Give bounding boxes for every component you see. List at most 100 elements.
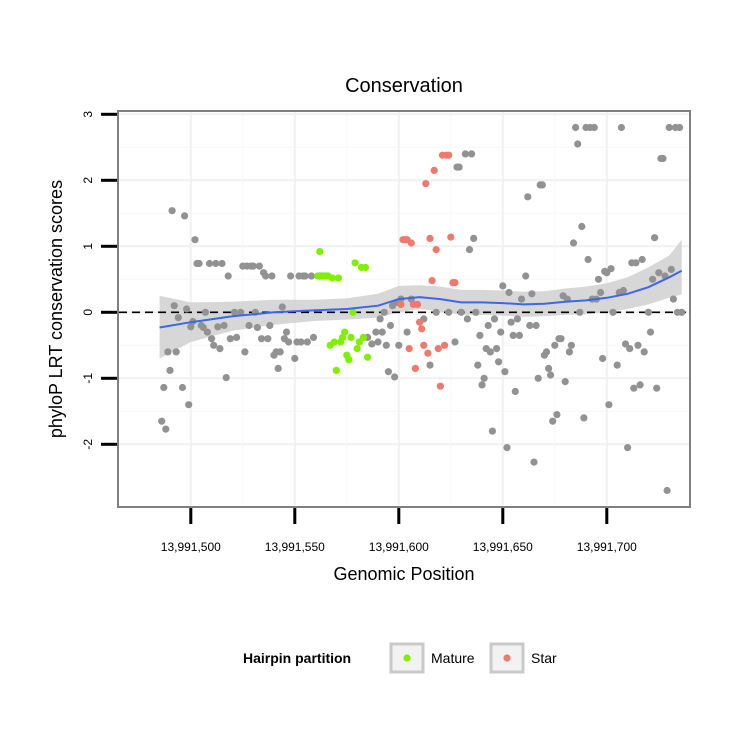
point-other <box>478 381 486 389</box>
point-other <box>172 348 180 356</box>
point-other <box>676 123 684 132</box>
point-other <box>567 341 576 349</box>
point-other <box>474 361 482 369</box>
point-other <box>486 348 494 356</box>
legend-title: Hairpin partition <box>243 650 351 666</box>
point-other <box>178 383 187 392</box>
point-other <box>278 303 286 311</box>
point-mature <box>361 263 370 271</box>
point-mature <box>355 338 363 346</box>
point-other <box>503 444 511 452</box>
point-other <box>432 308 440 316</box>
point-mature <box>359 333 367 341</box>
point-star <box>447 233 455 241</box>
point-other <box>195 259 203 268</box>
point-other <box>307 272 315 280</box>
point-other <box>395 341 403 349</box>
point-other <box>511 387 519 396</box>
point-star <box>434 345 442 353</box>
scatter-points <box>158 123 686 495</box>
point-other <box>257 335 266 343</box>
point-other <box>574 140 582 148</box>
point-other <box>386 321 395 330</box>
point-other <box>551 341 559 349</box>
point-other <box>576 308 584 316</box>
point-other <box>484 321 492 330</box>
point-other <box>378 328 386 336</box>
point-other <box>174 314 182 322</box>
point-star <box>436 382 444 390</box>
point-other <box>158 417 166 425</box>
point-other <box>513 315 522 323</box>
legend-dot-mature <box>403 654 411 662</box>
point-other <box>476 331 484 339</box>
legend: Hairpin partition Mature Star <box>243 642 557 674</box>
point-other <box>634 341 642 349</box>
y-tick-label: 1 <box>81 243 95 250</box>
point-other <box>380 308 388 316</box>
point-other <box>384 368 392 376</box>
point-star <box>420 341 428 349</box>
point-star <box>413 300 422 308</box>
point-other <box>241 348 249 356</box>
point-mature <box>364 353 372 361</box>
point-other <box>218 259 226 268</box>
point-star <box>430 166 438 174</box>
point-other <box>501 368 509 376</box>
x-tick-label: 13,991,500 <box>161 540 221 554</box>
point-other <box>455 163 463 171</box>
point-other <box>495 358 503 366</box>
point-other <box>214 323 222 331</box>
point-other <box>168 207 176 215</box>
point-star <box>441 341 449 349</box>
smooth-line-group <box>159 269 683 329</box>
point-other <box>162 425 170 433</box>
point-other <box>557 335 565 343</box>
legend-label-star: Star <box>531 650 557 666</box>
point-mature <box>341 328 349 336</box>
point-other <box>468 150 476 158</box>
point-other <box>490 315 499 323</box>
legend-dot-star <box>503 654 511 662</box>
point-other <box>255 262 263 270</box>
point-other <box>220 321 228 330</box>
point-other <box>262 272 270 280</box>
point-star <box>426 234 434 242</box>
x-tick-label: 13,991,600 <box>369 540 429 554</box>
point-other <box>515 331 524 339</box>
point-other <box>584 255 592 264</box>
point-other <box>646 328 655 336</box>
point-other <box>463 315 471 323</box>
point-other <box>609 308 617 316</box>
point-mature <box>332 366 340 374</box>
point-other <box>624 444 632 452</box>
point-other <box>663 486 671 495</box>
point-other <box>287 272 295 280</box>
point-other <box>282 328 291 336</box>
point-other <box>391 373 399 381</box>
point-star <box>428 277 436 285</box>
point-other <box>268 272 276 280</box>
point-other <box>303 338 311 346</box>
point-other <box>655 269 663 277</box>
point-other <box>578 222 586 231</box>
point-other <box>636 381 644 389</box>
point-other <box>530 458 538 466</box>
point-mature <box>330 338 338 346</box>
point-other <box>465 246 474 254</box>
point-other <box>181 212 189 220</box>
point-mature <box>351 259 359 267</box>
point-other <box>669 295 678 303</box>
point-other <box>253 323 261 332</box>
point-mature <box>328 274 336 282</box>
point-other <box>590 123 598 132</box>
point-other <box>542 348 551 356</box>
point-other <box>613 361 621 369</box>
point-star <box>432 246 440 254</box>
point-other <box>499 282 507 290</box>
point-other <box>480 374 488 382</box>
point-star <box>424 349 432 357</box>
point-other <box>222 374 230 382</box>
point-other <box>301 272 309 280</box>
point-mature <box>347 333 355 341</box>
